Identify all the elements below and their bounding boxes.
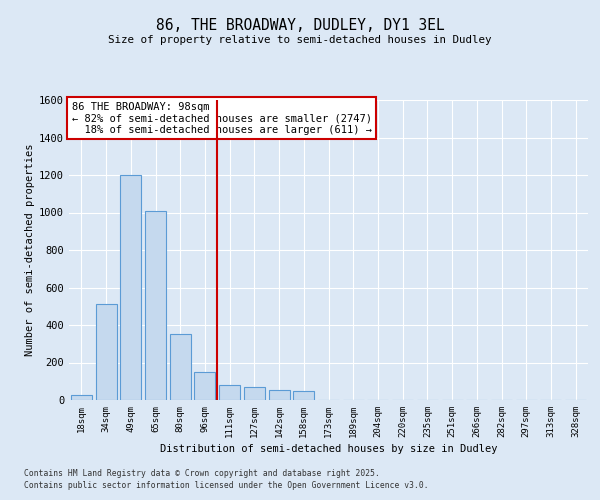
Text: Size of property relative to semi-detached houses in Dudley: Size of property relative to semi-detach… — [108, 35, 492, 45]
Bar — [71, 396, 92, 400]
Y-axis label: Number of semi-detached properties: Number of semi-detached properties — [25, 144, 35, 356]
Bar — [95, 304, 116, 400]
Bar — [170, 334, 191, 400]
Bar — [194, 372, 215, 400]
Text: Contains public sector information licensed under the Open Government Licence v3: Contains public sector information licen… — [24, 480, 428, 490]
Text: 86, THE BROADWAY, DUDLEY, DY1 3EL: 86, THE BROADWAY, DUDLEY, DY1 3EL — [155, 18, 445, 32]
Bar — [120, 175, 141, 400]
X-axis label: Distribution of semi-detached houses by size in Dudley: Distribution of semi-detached houses by … — [160, 444, 497, 454]
Text: Contains HM Land Registry data © Crown copyright and database right 2025.: Contains HM Land Registry data © Crown c… — [24, 469, 380, 478]
Bar — [145, 210, 166, 400]
Text: 86 THE BROADWAY: 98sqm
← 82% of semi-detached houses are smaller (2747)
  18% of: 86 THE BROADWAY: 98sqm ← 82% of semi-det… — [71, 102, 371, 134]
Bar — [244, 387, 265, 400]
Bar — [269, 390, 290, 400]
Bar — [293, 390, 314, 400]
Bar — [219, 385, 240, 400]
